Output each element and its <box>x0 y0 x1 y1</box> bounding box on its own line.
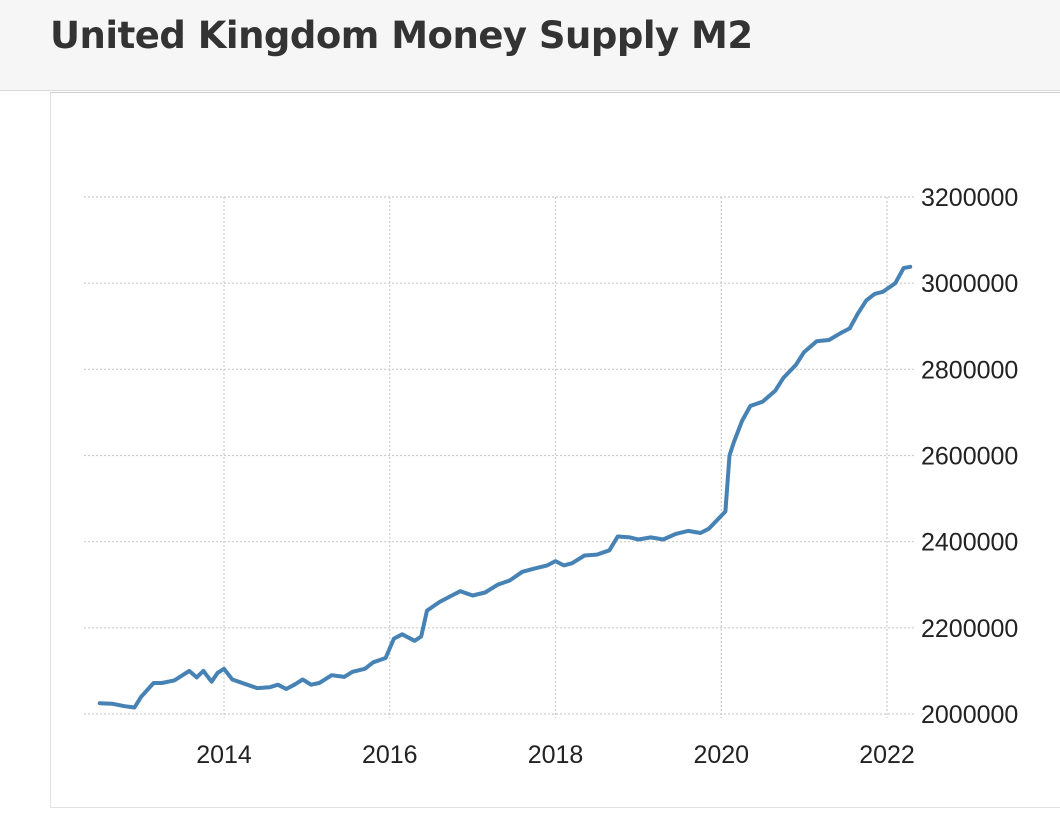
y-tick-label: 2200000 <box>921 615 1018 643</box>
series-line-m2 <box>97 264 913 710</box>
y-tick-label: 2800000 <box>921 356 1018 384</box>
y-tick-label: 2600000 <box>921 443 1018 471</box>
x-axis-tick-labels: 2014 2016 2018 2020 2022 <box>196 741 915 769</box>
y-axis-tick-labels: 2000000 2200000 2400000 2600000 2800000 30000… <box>921 184 1018 729</box>
grid-lines <box>84 196 915 718</box>
y-tick-label: 3200000 <box>921 184 1018 212</box>
y-tick-label: 2000000 <box>921 701 1018 729</box>
x-tick-label: 2020 <box>693 741 749 769</box>
x-tick-label: 2022 <box>859 741 915 769</box>
x-tick-label: 2016 <box>362 741 418 769</box>
x-tick-label: 2018 <box>528 741 584 769</box>
page-title: United Kingdom Money Supply M2 <box>50 14 753 57</box>
series-layer <box>97 264 913 710</box>
x-tick-label: 2014 <box>196 741 252 769</box>
y-tick-label: 3000000 <box>921 270 1018 298</box>
y-tick-label: 2400000 <box>921 529 1018 557</box>
page-header: United Kingdom Money Supply M2 <box>0 0 1060 91</box>
